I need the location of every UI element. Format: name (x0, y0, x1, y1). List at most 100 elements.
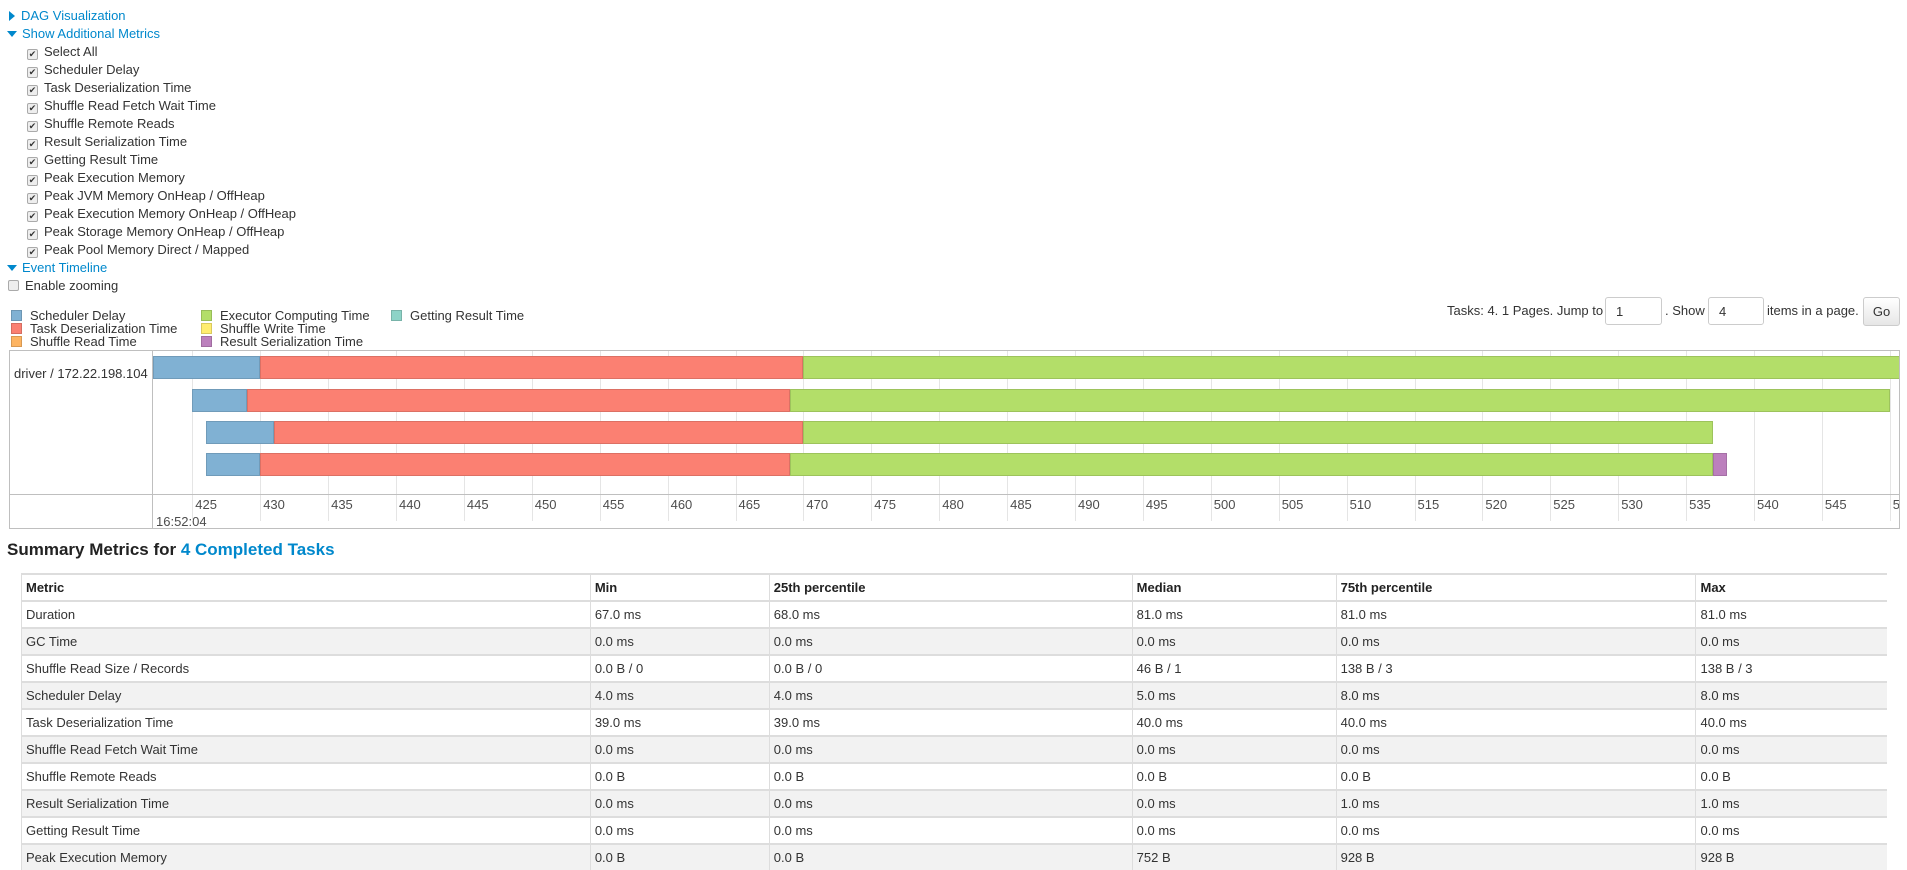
metric-option[interactable]: ✔ Peak Pool Memory Direct / Mapped (27, 241, 296, 259)
summary-metrics-table: Metric Min 25th percentile Median 75th perce… (21, 573, 1887, 870)
tick-mark (871, 495, 873, 521)
tick-mark (1075, 495, 1076, 521)
tick-mark (328, 495, 330, 521)
checkbox-checked-icon[interactable]: ✔ (27, 193, 38, 204)
checkbox-checked-icon[interactable]: ✔ (27, 67, 38, 78)
checkbox-checked-icon[interactable]: ✔ (27, 121, 38, 132)
grid-line (1821, 351, 1823, 494)
tick-label: 475 (874, 497, 896, 512)
metric-option[interactable]: ✔ Select All (27, 43, 296, 61)
checkbox-checked-icon[interactable]: ✔ (27, 85, 38, 96)
task-bar-segment[interactable] (260, 453, 790, 476)
legend-swatch (11, 310, 22, 321)
task-bar-segment[interactable] (789, 389, 1890, 412)
legend-swatch (11, 323, 22, 334)
metric-option-label: Task Deserialization Time (44, 80, 192, 95)
metric-name-cell: Peak Execution Memory (21, 843, 591, 870)
dag-visualization-toggle[interactable]: DAG Visualization (9, 7, 126, 25)
table-cell: 8.0 ms (1695, 681, 1887, 709)
table-cell: 81.0 ms (1335, 600, 1696, 628)
tick-mark (1618, 495, 1620, 521)
task-bar-segment[interactable] (803, 356, 1899, 379)
tick-label: 525 (1553, 497, 1575, 512)
metric-option-label: Peak Execution Memory OnHeap / OffHeap (44, 206, 296, 221)
table-cell: 40.0 ms (1335, 708, 1696, 736)
jump-to-page-input[interactable] (1605, 297, 1662, 325)
task-bar-segment[interactable] (205, 453, 261, 476)
tick-label: 530 (1621, 497, 1643, 512)
metric-option[interactable]: ✔ Peak Execution Memory OnHeap / OffHeap (27, 205, 296, 223)
table-cell: 8.0 ms (1335, 681, 1696, 709)
legend-item: Result Serialization Time (201, 335, 363, 349)
task-bar-segment[interactable] (153, 356, 261, 379)
metric-name-cell: Shuffle Read Fetch Wait Time (21, 735, 591, 763)
table-row: Peak Execution Memory 0.0 B 0.0 B 752 B 928 … (21, 843, 1887, 870)
table-row: Task Deserialization Time 39.0 ms 39.0 ms 4… (21, 708, 1887, 736)
checkbox-checked-icon[interactable]: ✔ (27, 103, 38, 114)
task-bar-segment[interactable] (192, 389, 247, 412)
metric-option[interactable]: ✔ Shuffle Read Fetch Wait Time (27, 97, 296, 115)
checkbox-checked-icon[interactable]: ✔ (27, 157, 38, 168)
metric-option[interactable]: ✔ Result Serialization Time (27, 133, 296, 151)
metric-option[interactable]: ✔ Peak Execution Memory (27, 169, 296, 187)
table-cell: 0.0 B (1131, 762, 1337, 790)
tick-label: 430 (263, 497, 285, 512)
grid-line (1754, 351, 1755, 494)
metric-option[interactable]: ✔ Getting Result Time (27, 151, 296, 169)
checkbox-checked-icon[interactable]: ✔ (27, 229, 38, 240)
checkbox-checked-icon[interactable]: ✔ (27, 49, 38, 60)
event-timeline-chart[interactable]: driver / 172.22.198.104 16:52:04 425 430 4… (9, 350, 1900, 529)
task-bar-segment[interactable] (1713, 453, 1727, 476)
metric-option[interactable]: ✔ Peak Storage Memory OnHeap / OffHeap (27, 223, 296, 241)
metric-name-cell: GC Time (21, 627, 591, 655)
dag-visualization-label: DAG Visualization (21, 8, 126, 23)
completed-tasks-link[interactable]: 4 Completed Tasks (180, 540, 335, 559)
task-bar-segment[interactable] (273, 421, 804, 444)
page-size-input[interactable] (1708, 297, 1764, 325)
tick-label: 510 (1349, 497, 1372, 512)
legend-item: Shuffle Read Time (11, 335, 137, 349)
event-timeline-label: Event Timeline (22, 260, 108, 275)
table-row: Shuffle Read Fetch Wait Time 0.0 ms 0.0 ms… (21, 735, 1887, 763)
table-cell: 0.0 ms (768, 735, 1133, 763)
task-bar-segment[interactable] (260, 356, 804, 379)
executor-label: driver / 172.22.198.104 (14, 366, 148, 381)
table-cell: 40.0 ms (1695, 708, 1887, 736)
table-cell: 928 B (1695, 843, 1887, 870)
pagination-text-2: . Show (1665, 303, 1705, 318)
enable-zooming-checkbox[interactable]: Enable zooming (8, 277, 118, 295)
checkbox-icon[interactable] (8, 280, 19, 291)
pagination-text-1: Tasks: 4. 1 Pages. Jump to (1447, 303, 1604, 318)
checkbox-checked-icon[interactable]: ✔ (27, 139, 38, 150)
metric-option[interactable]: ✔ Task Deserialization Time (27, 79, 296, 97)
table-row: Getting Result Time 0.0 ms 0.0 ms 0.0 ms 0.0… (21, 816, 1887, 844)
task-bar-segment[interactable] (803, 421, 1714, 444)
table-cell: 0.0 ms (1335, 816, 1696, 844)
metric-option[interactable]: ✔ Shuffle Remote Reads (27, 115, 296, 133)
metric-option-label: Getting Result Time (44, 152, 159, 167)
checkbox-checked-icon[interactable]: ✔ (27, 247, 38, 258)
tick-label: 465 (738, 497, 761, 512)
legend-label: Result Serialization Time (220, 334, 364, 349)
table-cell: 68.0 ms (768, 600, 1133, 628)
tick-mark (939, 495, 941, 521)
metric-option[interactable]: ✔ Scheduler Delay (27, 61, 296, 79)
tick-label: 460 (670, 497, 693, 512)
task-bar-segment[interactable] (246, 389, 790, 412)
task-bar-segment[interactable] (205, 421, 274, 444)
table-cell: 0.0 B (768, 762, 1133, 790)
table-cell: 752 B (1131, 843, 1337, 870)
additional-metrics-toggle[interactable]: Show Additional Metrics (7, 25, 160, 43)
table-row: Shuffle Read Size / Records 0.0 B / 0 0.0 … (21, 654, 1887, 682)
grid-line (192, 351, 194, 494)
task-bar-segment[interactable] (789, 453, 1714, 476)
tick-mark (260, 495, 262, 521)
table-row: Result Serialization Time 0.0 ms 0.0 ms 0.0… (21, 789, 1887, 817)
tick-mark (1889, 495, 1891, 521)
table-cell: 0.0 ms (589, 627, 770, 655)
event-timeline-toggle[interactable]: Event Timeline (7, 259, 107, 277)
go-button[interactable]: Go (1863, 297, 1900, 326)
checkbox-checked-icon[interactable]: ✔ (27, 175, 38, 186)
checkbox-checked-icon[interactable]: ✔ (27, 211, 38, 222)
metric-option[interactable]: ✔ Peak JVM Memory OnHeap / OffHeap (27, 187, 296, 205)
